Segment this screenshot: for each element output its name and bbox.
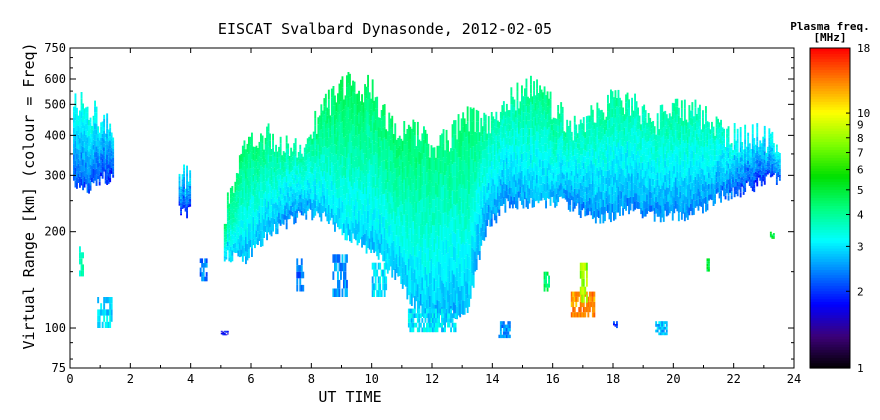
axes: 0 2 4 6 8 10 12 14 16 18 20 22 247510020030040050060… [44, 41, 801, 386]
sporadic-echo [296, 258, 305, 292]
x-tick-label: 24 [787, 372, 801, 386]
band-segment [570, 105, 593, 218]
colorbar-tick-label: 18 [857, 42, 870, 55]
sporadic-echo [199, 258, 208, 282]
band-segment [468, 107, 487, 307]
colorbar-tick-label: 9 [857, 119, 864, 132]
sporadic-echo [543, 271, 550, 292]
x-axis-title: UT TIME [318, 388, 381, 406]
y-tick-label: 400 [44, 128, 66, 142]
colorbar-tick-label: 10 [857, 107, 870, 120]
chart-title: EISCAT Svalbard Dynasonde, 2012-02-05 [218, 20, 552, 38]
band-segment [613, 89, 635, 221]
band-segment [697, 104, 719, 214]
y-tick-label: 100 [44, 321, 66, 335]
x-tick-label: 10 [364, 372, 378, 386]
colorbar-tick-label: 5 [857, 184, 864, 197]
colorbar-frame [809, 47, 851, 369]
band-segment [591, 89, 614, 224]
y-tick-label: 600 [44, 72, 66, 86]
band-segment [178, 164, 192, 219]
band-segment [88, 100, 104, 194]
x-tick-label: 20 [666, 372, 680, 386]
x-tick-label: 22 [726, 372, 740, 386]
sporadic-echo [613, 321, 618, 329]
x-tick-label: 16 [545, 372, 559, 386]
colorbar-tick-label: 3 [857, 240, 864, 253]
colorbar-unit: [MHz] [813, 31, 846, 44]
band-segment [392, 119, 415, 306]
y-tick-label: 750 [44, 41, 66, 55]
band-segment [769, 131, 781, 185]
band-segment [266, 123, 302, 241]
band-segment [760, 125, 771, 187]
colorbar-tick-label: 4 [857, 209, 864, 222]
band-segment [223, 140, 247, 265]
band-segment [245, 126, 268, 261]
colorbar-title: Plasma freq. [790, 20, 869, 33]
data-layer [73, 72, 781, 339]
colorbar-tick-label: 7 [857, 147, 864, 160]
sporadic-echo [371, 262, 388, 297]
band-segment [368, 79, 394, 278]
band-segment [299, 110, 321, 221]
band-segment [507, 78, 529, 210]
sporadic-echo [220, 330, 229, 336]
colorbar-tick-label: 8 [857, 132, 864, 145]
x-tick-label: 0 [66, 372, 73, 386]
sporadic-echo [407, 308, 457, 333]
band-segment [634, 93, 656, 222]
y-tick-label: 500 [44, 97, 66, 111]
sporadic-echo [332, 254, 348, 297]
sporadic-echo [97, 297, 113, 328]
sporadic-echo [579, 262, 588, 303]
band-segment [718, 119, 741, 203]
band-segment [739, 123, 762, 198]
band-segment [344, 72, 369, 254]
colorbar-tick-label: 1 [857, 362, 864, 375]
sporadic-echo [79, 246, 84, 277]
x-tick-label: 6 [247, 372, 254, 386]
band-segment [450, 106, 469, 320]
y-axis-title: Virtual Range [km] (colour = Freq) [20, 42, 38, 349]
x-tick-label: 2 [127, 372, 134, 386]
sporadic-echo [769, 231, 775, 239]
y-tick-label: 75 [52, 361, 66, 375]
x-tick-label: 14 [485, 372, 499, 386]
band-segment [73, 92, 89, 193]
band-segment [320, 76, 345, 236]
x-tick-label: 8 [308, 372, 315, 386]
colorbar-tick-label: 2 [857, 285, 864, 298]
band-segment [549, 91, 572, 212]
band-segment [655, 98, 677, 223]
x-tick-label: 4 [187, 372, 194, 386]
band-segment [413, 121, 433, 326]
x-tick-label: 18 [606, 372, 620, 386]
sporadic-echo [655, 321, 668, 336]
y-tick-label: 300 [44, 168, 66, 182]
sporadic-echo [706, 258, 710, 272]
colorbar-tick-label: 6 [857, 164, 864, 177]
band-segment [676, 98, 698, 222]
sporadic-echo [498, 321, 511, 339]
band-segment [432, 129, 451, 331]
x-tick-label: 12 [425, 372, 439, 386]
y-tick-label: 200 [44, 225, 66, 239]
band-segment [103, 113, 115, 185]
band-segment [528, 75, 550, 209]
band-segment [486, 101, 508, 227]
y-axis-title-group: Virtual Range [km] (colour = Freq) [20, 42, 38, 349]
